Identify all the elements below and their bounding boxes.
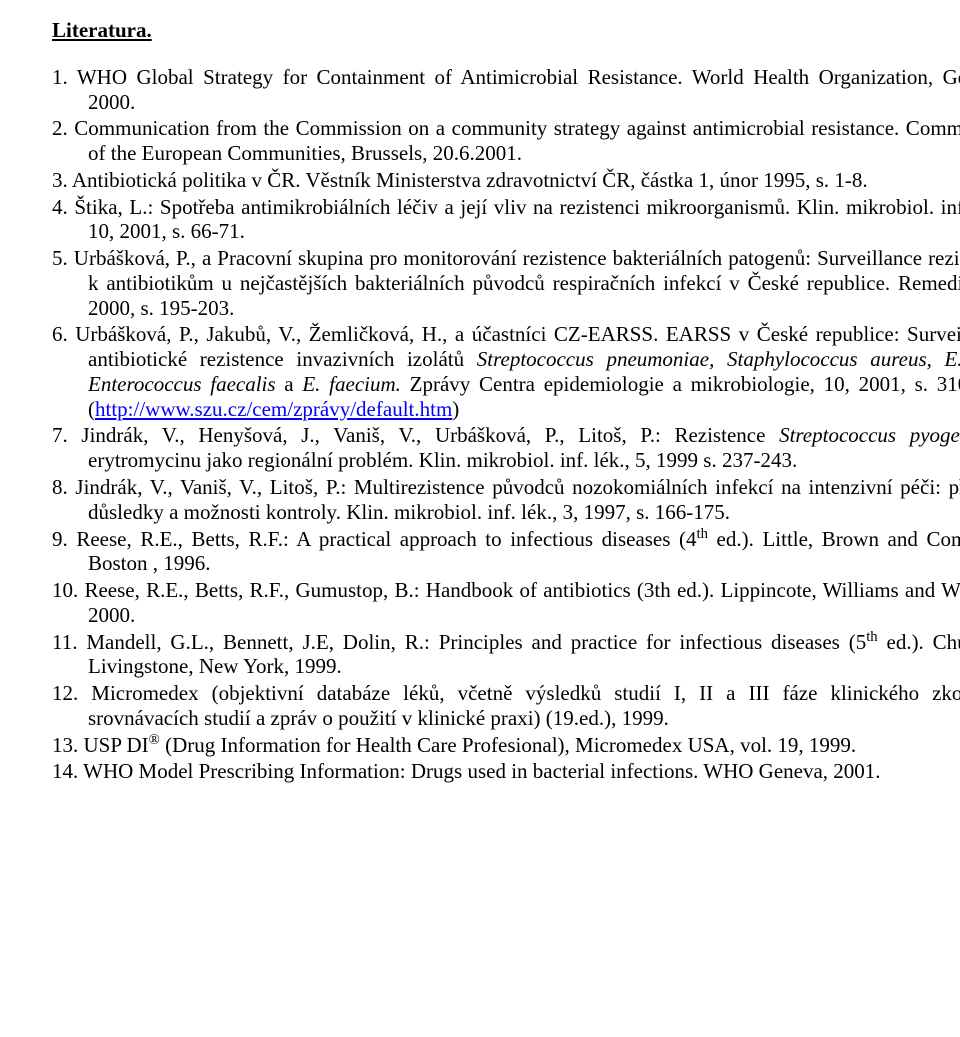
reference-number: 12. (52, 681, 78, 705)
reference-text: WHO Model Prescribing Information: Drugs… (83, 759, 880, 783)
reference-item: 9. Reese, R.E., Betts, R.F.: A practical… (52, 527, 960, 577)
reference-text: Micromedex (objektivní databáze léků, vč… (88, 681, 960, 730)
section-heading: Literatura. (52, 18, 960, 43)
reference-item: 12. Micromedex (objektivní databáze léků… (52, 681, 960, 731)
reference-number: 1. (52, 65, 68, 89)
reference-item: 13. USP DI® (Drug Information for Health… (52, 733, 960, 758)
reference-text: Antibiotická politika v ČR. Věstník Mini… (72, 168, 868, 192)
reference-item: 14. WHO Model Prescribing Information: D… (52, 759, 960, 784)
reference-text: Urbášková, P., a Pracovní skupina pro mo… (74, 246, 960, 320)
reference-item: 11. Mandell, G.L., Bennett, J.E, Dolin, … (52, 630, 960, 680)
reference-item: 7. Jindrák, V., Henyšová, J., Vaniš, V.,… (52, 423, 960, 473)
reference-number: 5. (52, 246, 68, 270)
reference-text: Jindrák, V., Henyšová, J., Vaniš, V., Ur… (81, 423, 960, 472)
reference-number: 4. (52, 195, 68, 219)
reference-item: 5. Urbášková, P., a Pracovní skupina pro… (52, 246, 960, 320)
reference-number: 10. (52, 578, 78, 602)
reference-text: Communication from the Commission on a c… (74, 116, 960, 165)
reference-number: 14. (52, 759, 78, 783)
reference-number: 13. (52, 733, 78, 757)
reference-item: 8. Jindrák, V., Vaniš, V., Litoš, P.: Mu… (52, 475, 960, 525)
reference-text: Jindrák, V., Vaniš, V., Litoš, P.: Multi… (75, 475, 960, 524)
reference-item: 6. Urbášková, P., Jakubů, V., Žemličková… (52, 322, 960, 421)
reference-text: Reese, R.E., Betts, R.F.: A practical ap… (76, 527, 960, 576)
reference-number: 11. (52, 630, 77, 654)
reference-number: 8. (52, 475, 68, 499)
reference-number: 9. (52, 527, 68, 551)
reference-text: Reese, R.E., Betts, R.F., Gumustop, B.: … (84, 578, 960, 627)
reference-number: 3. (52, 168, 68, 192)
link-szu[interactable]: http://www.szu.cz/cem/zprávy/default.htm (95, 397, 452, 421)
reference-number: 7. (52, 423, 68, 447)
reference-text: Urbášková, P., Jakubů, V., Žemličková, H… (75, 322, 960, 420)
reference-item: 4. Štika, L.: Spotřeba antimikrobiálních… (52, 195, 960, 245)
reference-text: Mandell, G.L., Bennett, J.E, Dolin, R.: … (86, 630, 960, 679)
reference-item: 3. Antibiotická politika v ČR. Věstník M… (52, 168, 960, 193)
reference-number: 2. (52, 116, 68, 140)
reference-item: 1. WHO Global Strategy for Containment o… (52, 65, 960, 115)
reference-text: USP DI® (Drug Information for Health Car… (84, 733, 857, 757)
reference-number: 6. (52, 322, 68, 346)
reference-text: Štika, L.: Spotřeba antimikrobiálních lé… (74, 195, 960, 244)
reference-item: 10. Reese, R.E., Betts, R.F., Gumustop, … (52, 578, 960, 628)
reference-text: WHO Global Strategy for Containment of A… (77, 65, 960, 114)
reference-list: 1. WHO Global Strategy for Containment o… (52, 65, 960, 784)
reference-item: 2. Communication from the Commission on … (52, 116, 960, 166)
